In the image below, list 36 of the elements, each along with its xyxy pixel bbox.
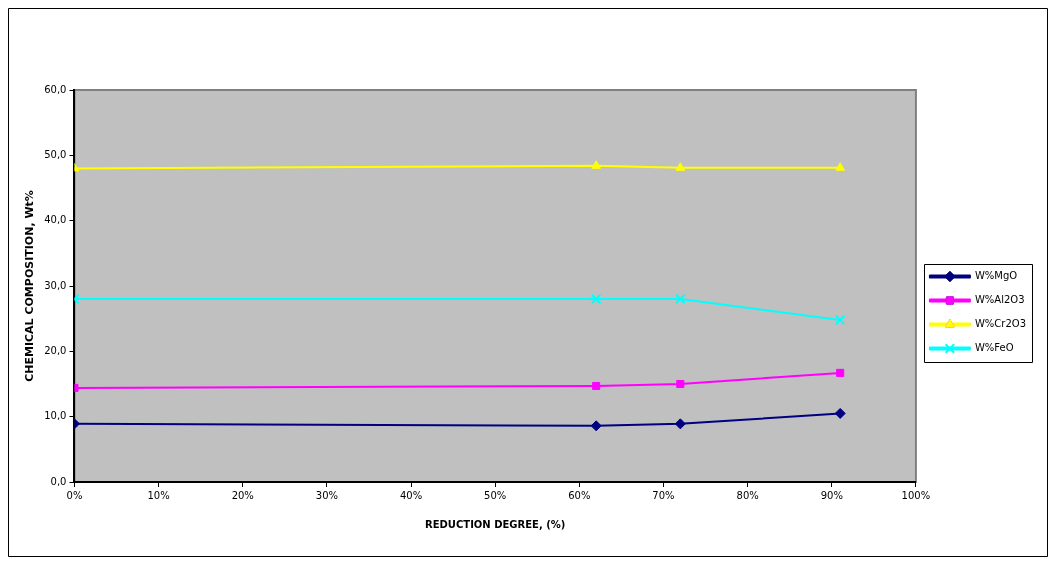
x-tick-label: 20% [231,489,254,501]
y-tick-label: 0,0 [50,475,67,487]
legend-label: W%Al2O3 [974,294,1025,306]
point [675,162,686,171]
legend-label: W%MgO [974,270,1018,282]
y-tick-label: 60,0 [44,83,67,95]
x-tick-label: 90% [820,489,843,501]
point [834,314,846,326]
point [836,368,845,377]
x-tick-label: 40% [399,489,423,501]
x-tick-label: 60% [568,489,591,501]
point [592,381,601,390]
x-tick-label: 10% [147,489,170,501]
x-tick-label: 50% [484,489,507,501]
point [591,160,601,169]
legend-label: W%Cr2O3 [974,318,1027,330]
x-tick-label: 0% [66,489,83,501]
y-tick-label: 50,0 [44,148,67,160]
y-axis-title: CHEMICAL COMPOSITION, Wt% [23,190,37,382]
x-axis-title: REDUCTION DEGREE, (%) [425,518,566,530]
y-tick-label: 30,0 [44,279,67,291]
y-tick-label: 40,0 [44,214,67,226]
point [674,418,686,430]
point [675,293,686,305]
point [590,293,602,305]
x-tick-label: 80% [736,489,759,501]
x-tick-label: 100% [901,489,931,501]
legend-label: W%FeO [974,342,1014,354]
point [834,407,846,419]
x-tick-label: 30% [315,489,339,501]
y-tick-label: 10,0 [44,410,67,422]
y-tick-label: 20,0 [44,344,67,356]
point [676,379,685,389]
point [590,420,602,432]
x-tick-label: 70% [652,489,675,501]
point [835,162,846,171]
